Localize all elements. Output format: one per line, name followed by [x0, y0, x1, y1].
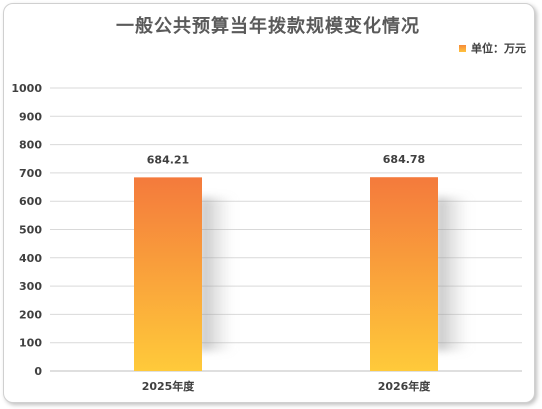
- y-tick-label: 600: [19, 195, 42, 208]
- y-tick-label: 0: [34, 365, 42, 378]
- bar-layer: [134, 177, 438, 371]
- y-tick-label: 100: [19, 337, 42, 350]
- y-tick-label: 900: [19, 110, 42, 123]
- data-label: 684.21: [147, 153, 189, 166]
- x-tick-label: 2025年度: [142, 379, 196, 393]
- y-tick-label: 200: [19, 308, 42, 321]
- bar-shadow: [436, 197, 470, 351]
- y-tick-label: 800: [19, 139, 42, 152]
- legend-label: 单位：万元: [471, 42, 526, 55]
- y-tick-label: 500: [19, 224, 42, 237]
- chart-title: 一般公共预算当年拨款规模变化情况: [116, 16, 420, 37]
- y-tick-label: 400: [19, 252, 42, 265]
- legend: 单位：万元: [459, 40, 526, 56]
- x-tick-label: 2026年度: [378, 379, 432, 393]
- label-layer: 0 100 200 300 400 500 600 700 800 900 1000 684.21 20…: [11, 82, 431, 393]
- bar: [370, 177, 438, 371]
- y-tick-label: 1000: [11, 82, 42, 95]
- legend-swatch: [459, 44, 466, 52]
- bar: [134, 177, 202, 371]
- bar-shadow: [200, 197, 234, 351]
- y-tick-label: 700: [19, 167, 42, 180]
- shadow-layer: [200, 197, 470, 351]
- data-label: 684.78: [383, 153, 425, 166]
- y-tick-label: 300: [19, 280, 42, 293]
